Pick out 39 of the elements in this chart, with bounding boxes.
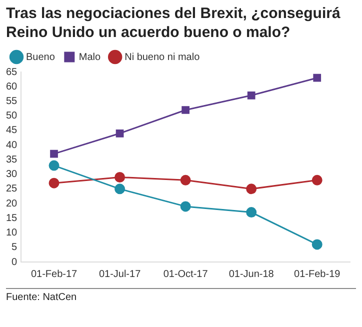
- y-tick-label: 20: [6, 198, 18, 210]
- y-tick-label: 25: [6, 184, 18, 195]
- y-tick-label: 5: [12, 242, 18, 254]
- y-tick-label: 0: [12, 256, 18, 268]
- point: [182, 106, 190, 114]
- point: [48, 160, 60, 171]
- y-tick-label: 15: [6, 212, 18, 224]
- point: [312, 174, 322, 186]
- y-tick-label: 30: [6, 169, 18, 180]
- point: [180, 174, 191, 186]
- y-tick-label: 55: [6, 96, 18, 107]
- point: [246, 207, 257, 218]
- legend-label: Malo: [78, 52, 102, 63]
- x-tick-label: 01-Feb-19: [294, 268, 341, 280]
- y-tick-label: 50: [6, 110, 18, 122]
- point: [247, 91, 256, 100]
- legend-label: Ni bueno ni malo: [124, 52, 200, 63]
- y-tick-label: 10: [6, 228, 18, 239]
- source-note: Fuente: NatCen: [6, 292, 78, 303]
- x-tick-label: 01-Feb-17: [30, 268, 78, 280]
- y-tick-label: 40: [6, 140, 18, 151]
- point: [114, 172, 126, 182]
- point: [114, 184, 126, 194]
- point: [116, 129, 124, 138]
- y-tick-label: 45: [6, 125, 18, 136]
- y-tick-label: 65: [6, 66, 18, 78]
- x-tick-label: 01-Jul-17: [98, 268, 142, 280]
- point: [48, 178, 60, 188]
- y-tick-label: 60: [6, 81, 18, 92]
- x-tick-label: 01-Oct-17: [163, 268, 208, 280]
- point: [313, 74, 322, 82]
- point: [246, 184, 257, 194]
- x-tick-label: 01-Jun-18: [228, 268, 274, 280]
- point: [50, 150, 58, 158]
- chart-title: Tras las negociaciones del Brexit, ¿conseguirá Reino Unido un acuerdo bueno o malo?: [5, 4, 342, 42]
- point: [180, 201, 191, 212]
- point: [312, 239, 322, 250]
- legend-label: Bueno: [26, 52, 56, 63]
- y-tick-label: 35: [6, 154, 18, 166]
